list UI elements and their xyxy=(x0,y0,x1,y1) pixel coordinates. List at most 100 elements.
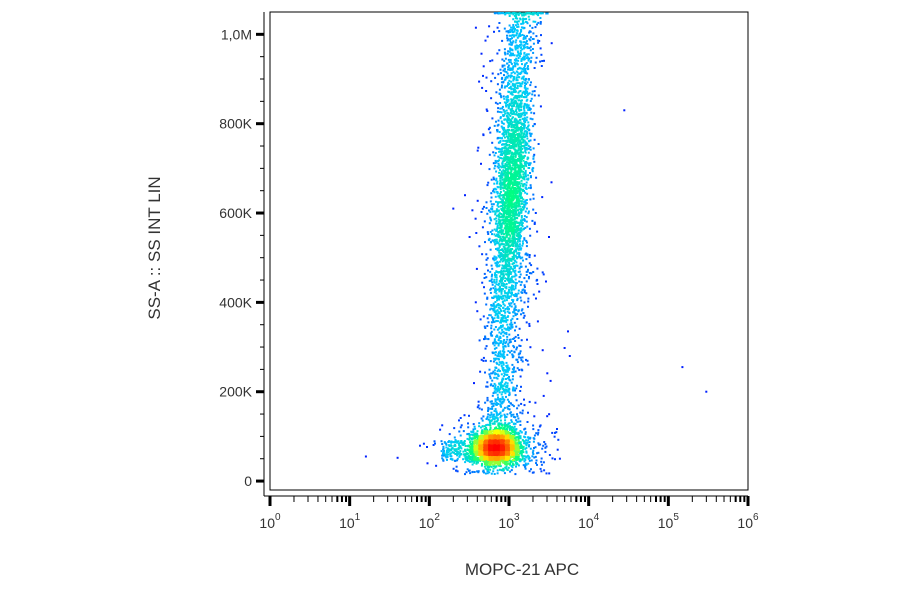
event-point xyxy=(509,226,512,229)
event-point xyxy=(527,106,530,109)
event-point xyxy=(508,24,511,27)
event-point xyxy=(495,257,498,260)
event-point xyxy=(520,77,523,80)
event-point xyxy=(514,286,517,288)
event-point xyxy=(514,154,517,156)
event-point xyxy=(524,93,526,96)
event-point xyxy=(508,400,510,403)
event-point xyxy=(499,350,502,353)
event-point xyxy=(489,270,492,273)
event-point xyxy=(485,76,488,79)
event-point xyxy=(507,64,510,67)
event-point xyxy=(533,112,536,115)
event-point xyxy=(508,233,511,236)
event-point xyxy=(495,387,498,390)
event-point xyxy=(508,459,511,462)
event-point xyxy=(514,167,517,170)
event-point xyxy=(506,144,508,147)
event-point xyxy=(486,433,489,436)
event-point xyxy=(500,432,503,435)
event-point xyxy=(503,461,506,464)
event-point xyxy=(501,255,504,258)
event-point xyxy=(505,250,507,253)
event-point xyxy=(524,63,527,66)
event-point xyxy=(478,458,480,461)
event-point xyxy=(514,231,517,233)
event-point xyxy=(504,180,507,183)
event-point xyxy=(491,117,494,120)
event-point xyxy=(509,225,511,228)
event-point xyxy=(489,414,492,417)
event-point xyxy=(506,95,509,98)
event-point xyxy=(522,122,525,125)
event-point xyxy=(464,453,467,456)
event-point xyxy=(498,150,501,153)
event-point xyxy=(504,422,507,425)
event-point xyxy=(526,87,529,90)
event-point xyxy=(517,185,520,188)
event-point xyxy=(441,424,444,427)
event-point xyxy=(502,259,505,262)
event-point xyxy=(525,220,528,223)
event-point xyxy=(508,274,510,277)
event-point xyxy=(502,309,505,312)
event-point xyxy=(498,370,501,373)
event-point xyxy=(519,95,522,97)
event-point xyxy=(515,387,518,390)
event-point xyxy=(543,469,546,472)
event-point xyxy=(500,383,503,386)
event-point xyxy=(506,96,509,99)
event-point xyxy=(504,311,507,314)
event-point xyxy=(518,243,521,246)
event-point xyxy=(508,161,511,163)
event-point xyxy=(501,277,504,280)
event-point xyxy=(522,207,525,210)
event-point xyxy=(508,215,511,218)
event-point xyxy=(527,300,530,303)
event-point xyxy=(532,293,535,296)
event-point xyxy=(524,20,527,23)
event-point xyxy=(525,188,528,190)
event-point xyxy=(527,305,529,308)
event-point xyxy=(524,427,527,430)
event-point xyxy=(502,122,505,125)
event-point xyxy=(509,239,512,242)
event-point xyxy=(517,197,520,200)
event-point xyxy=(503,51,506,54)
event-point xyxy=(486,472,489,475)
event-point xyxy=(529,447,532,450)
event-point xyxy=(519,141,522,143)
event-point xyxy=(498,136,501,139)
event-point xyxy=(500,310,503,313)
event-point xyxy=(546,372,549,375)
event-point xyxy=(508,12,511,15)
event-point xyxy=(494,403,497,406)
event-point xyxy=(520,95,523,98)
event-point xyxy=(522,185,525,188)
event-point xyxy=(499,335,502,338)
event-point xyxy=(493,357,496,360)
event-point xyxy=(508,333,511,336)
event-point xyxy=(510,419,513,422)
event-point xyxy=(528,325,531,327)
event-point xyxy=(535,56,538,59)
event-point xyxy=(503,101,506,104)
event-point xyxy=(509,156,512,159)
event-point xyxy=(493,344,496,347)
event-point xyxy=(506,199,509,202)
event-point xyxy=(505,361,508,364)
event-point xyxy=(503,219,505,222)
event-point xyxy=(542,461,545,464)
event-point xyxy=(504,78,507,81)
event-point xyxy=(492,384,495,387)
event-point xyxy=(512,143,515,146)
event-point xyxy=(532,20,535,23)
event-point xyxy=(524,151,527,154)
event-point xyxy=(515,175,518,178)
event-point xyxy=(516,233,519,235)
event-point xyxy=(507,74,510,77)
event-point xyxy=(512,427,515,430)
event-point xyxy=(510,124,513,127)
event-point xyxy=(510,243,513,246)
event-point xyxy=(497,303,500,305)
